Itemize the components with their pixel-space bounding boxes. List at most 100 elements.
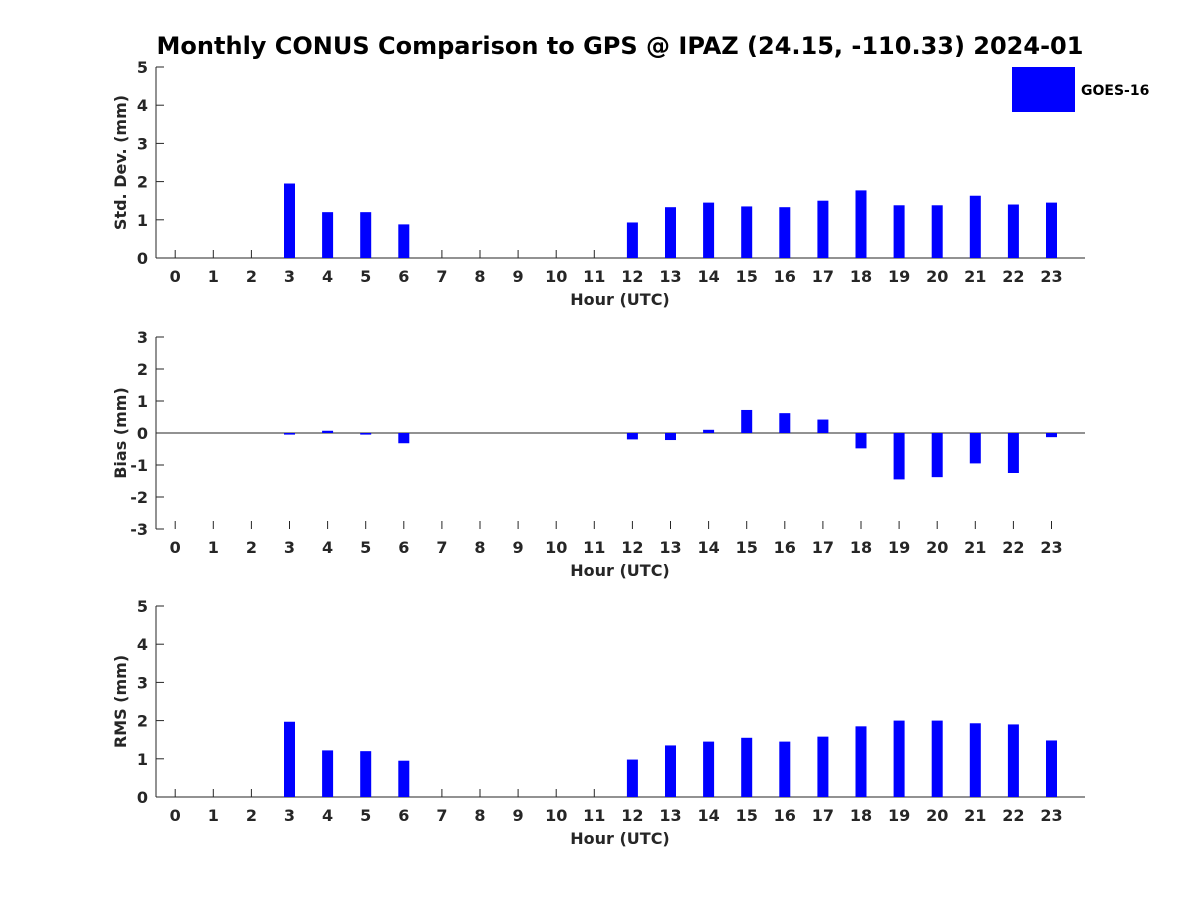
bar-hour-14 [703,741,715,797]
x-tick-label: 23 [1040,806,1062,825]
bar-hour-6 [398,760,410,797]
x-tick-label: 4 [322,538,333,557]
y-tick-label: 0 [137,249,148,268]
x-tick-label: 2 [246,538,257,557]
bar-hour-23 [1046,433,1057,438]
x-tick-label: 9 [513,267,524,286]
y-tick-label: 4 [137,635,148,654]
bar-hour-3 [284,433,295,435]
y-tick-label: 5 [137,597,148,616]
bar-hour-17 [817,200,829,258]
x-tick-label: 1 [208,806,219,825]
x-tick-label: 13 [659,806,681,825]
x-tick-label: 10 [545,267,567,286]
bar-hour-14 [703,429,715,433]
bar-hour-14 [703,202,715,258]
x-tick-label: 16 [774,806,796,825]
x-tick-label: 0 [170,538,181,557]
bar-hour-13 [665,433,676,441]
bar-hour-22 [1007,433,1019,473]
bar-hour-4 [322,212,334,258]
x-tick-label: 0 [170,267,181,286]
x-tick-label: 23 [1040,538,1062,557]
x-tick-label: 6 [398,267,409,286]
bar-hour-20 [931,205,943,258]
bar-hour-18 [855,190,867,258]
y-tick-label: 0 [137,424,148,443]
y-tick-label: -2 [130,488,148,507]
bar-hour-15 [741,409,753,433]
x-tick-label: 7 [436,267,447,286]
x-tick-label: 20 [926,538,948,557]
chart-title: Monthly CONUS Comparison to GPS @ IPAZ (… [157,32,1084,60]
x-tick-label: 21 [964,538,986,557]
x-tick-label: 1 [208,267,219,286]
legend-label: GOES-16 [1081,83,1149,99]
x-tick-label: 22 [1002,806,1024,825]
bar-hour-21 [969,195,981,258]
bar-hour-23 [1046,202,1057,258]
x-tick-label: 1 [208,538,219,557]
bar-hour-20 [931,433,943,478]
bar-hour-13 [665,207,676,258]
x-tick-label: 19 [888,538,910,557]
x-tick-label: 8 [474,538,485,557]
bar-hour-15 [741,737,753,797]
x-tick-label: 19 [888,806,910,825]
x-tick-label: 23 [1040,267,1062,286]
bar-hour-3 [284,183,295,258]
bar-hour-16 [779,207,791,258]
bar-hour-12 [626,759,638,797]
bar-hour-16 [779,741,791,797]
bar-hour-5 [360,433,372,435]
x-tick-label: 22 [1002,267,1024,286]
x-tick-label: 6 [398,538,409,557]
x-tick-label: 21 [964,267,986,286]
x-tick-label: 14 [697,267,719,286]
bar-hour-21 [969,433,981,464]
y-tick-label: 2 [137,712,148,731]
x-tick-label: 18 [850,538,872,557]
x-tick-label: 18 [850,267,872,286]
x-tick-label: 2 [246,267,257,286]
x-tick-label: 15 [736,806,758,825]
bar-hour-19 [893,433,905,480]
x-tick-label: 22 [1002,538,1024,557]
x-tick-label: 2 [246,806,257,825]
x-tick-label: 14 [697,538,719,557]
x-tick-label: 12 [621,806,643,825]
x-tick-label: 20 [926,267,948,286]
y-tick-label: 5 [137,58,148,77]
x-tick-label: 12 [621,538,643,557]
y-axis-label: Std. Dev. (mm) [111,95,130,230]
y-tick-label: 1 [137,211,148,230]
y-axis-label: RMS (mm) [111,655,130,748]
x-tick-label: 18 [850,806,872,825]
x-tick-label: 17 [812,806,834,825]
x-tick-label: 15 [736,538,758,557]
y-tick-label: 0 [137,788,148,807]
x-tick-label: 13 [659,538,681,557]
x-tick-label: 11 [583,267,605,286]
y-tick-label: -1 [130,456,148,475]
bar-hour-20 [931,720,943,797]
x-tick-label: 5 [360,806,371,825]
x-tick-label: 20 [926,806,948,825]
bar-hour-18 [855,726,867,797]
x-tick-label: 10 [545,538,567,557]
y-tick-label: 1 [137,392,148,411]
x-axis-label: Hour (UTC) [570,290,670,309]
x-tick-label: 16 [774,538,796,557]
y-tick-label: 2 [137,173,148,192]
bar-hour-5 [360,212,372,258]
bar-hour-6 [398,224,410,258]
bar-hour-15 [741,206,753,258]
x-tick-label: 8 [474,806,485,825]
x-tick-label: 5 [360,538,371,557]
bar-hour-12 [626,433,638,440]
bar-hour-22 [1007,204,1019,258]
x-tick-label: 19 [888,267,910,286]
